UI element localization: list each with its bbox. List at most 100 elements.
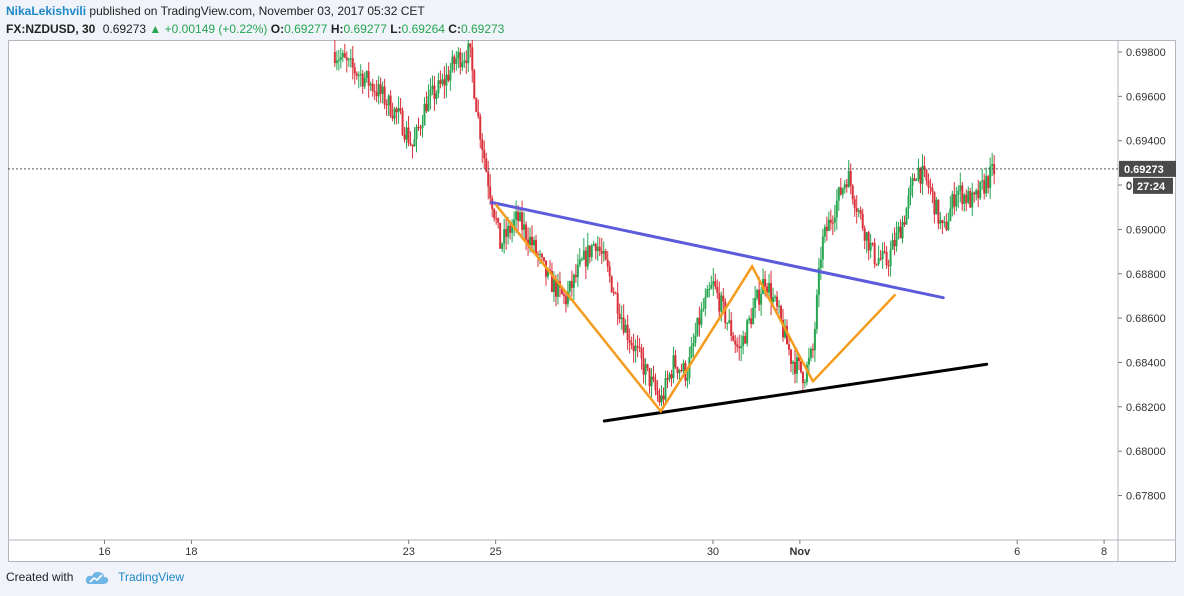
countdown-label: 27:24 [1137,181,1166,193]
candle-body [648,368,651,387]
candle-body [714,281,717,287]
candle-body [881,251,884,260]
candle-body [405,127,408,140]
candle-body [391,115,394,119]
candle-body [905,208,908,225]
candle-body [698,317,701,325]
candle-body [515,211,518,220]
candle-body [381,86,384,94]
candle-body [734,340,737,345]
candle-body [610,276,613,292]
candle-body [903,222,906,225]
last-price-tag [1119,160,1176,177]
candle-body [572,274,575,288]
candle-body [503,229,506,244]
resistance-trendline [489,200,945,300]
candle-body [445,74,448,86]
candle-body [497,218,500,223]
candle-body [674,355,677,368]
candle-body [359,73,362,76]
candle-body [519,212,522,221]
candle-body [722,295,725,302]
candle-body [975,190,978,195]
candle-body [435,93,438,100]
candle-body [845,184,848,188]
chart-frame [8,40,1176,562]
close-value: 0.69273 [460,22,505,36]
candle-body [594,243,597,252]
candle-body [399,108,402,111]
candle-body [676,367,679,374]
price-tick-label: 0.69400 [1126,136,1166,148]
candle-body [339,57,342,60]
candle-body [499,222,502,249]
candle-body [907,195,910,209]
candle-body [782,319,785,338]
candle-body [706,289,709,298]
candle-body [682,363,685,372]
candle-body [752,307,755,325]
candle-body [813,329,816,351]
candle-body [913,178,916,181]
candle-body [423,103,426,126]
time-tick-label: 8 [1101,546,1107,558]
candle-body [795,357,798,374]
support-trendline [602,362,989,423]
candle-body [861,213,864,229]
candle-body [893,240,896,247]
candle-body [664,378,667,400]
candle-body [959,185,962,191]
candle-body [963,194,966,205]
candle-body [415,126,418,140]
last-price: 0.69273 [102,22,147,36]
candle-body [429,89,432,97]
candle-body [873,243,876,264]
time-tick-label: 6 [1014,546,1020,558]
tradingview-brand[interactable]: TradingView [118,570,185,584]
candle-body [943,221,946,224]
candle-body [487,171,490,187]
candle-body [983,180,986,194]
candle-body [797,357,800,362]
candle-body [829,219,832,223]
candle-body [357,75,360,77]
candle-body [772,297,775,303]
candle-body [746,320,749,344]
candle-body [638,347,641,349]
candle-body [463,60,466,63]
candle-body [343,53,346,58]
candle-body [616,293,619,314]
candle-body [652,376,655,380]
candle-body [849,170,852,186]
candle-body [443,79,446,86]
candle-body [489,186,492,199]
author-link[interactable]: NikaLekishvili [6,4,87,18]
candle-body [483,149,486,159]
candle-body [600,250,603,254]
candle-body [680,369,683,372]
candle-body [618,313,621,320]
candle-body [341,53,344,58]
candle-body [726,322,729,324]
price-tick-partial: 0 [1126,181,1132,193]
candle-body [588,245,591,258]
candle-body [529,236,532,246]
candle-body [660,395,663,403]
candle-body [919,167,922,184]
candle-body [523,224,526,230]
time-tick-label: 25 [490,546,502,558]
high-label: H: [330,22,344,36]
price-chart[interactable]: 0.698000.696000.694000.692000.690000.688… [8,40,1176,562]
candle-body [672,355,675,379]
candle-body [764,278,767,287]
candle-body [973,192,976,195]
candle-body [730,320,733,336]
candle-body [367,71,370,86]
candle-body [612,291,615,294]
candle-body [953,193,956,207]
candle-body [696,317,699,336]
open-value: 0.69277 [284,22,328,36]
candle-body [750,318,753,325]
candle-body [479,116,482,140]
close-label: C: [448,22,461,36]
